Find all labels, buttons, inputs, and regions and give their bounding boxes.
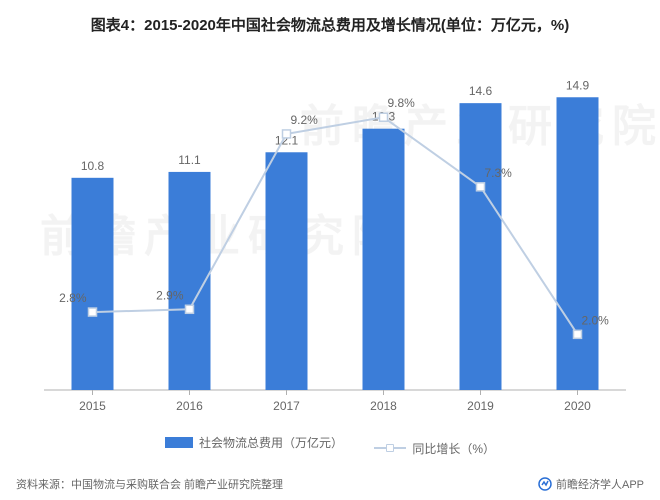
bar [557, 97, 599, 390]
bar [72, 178, 114, 390]
line-marker [477, 183, 485, 191]
source-text: 资料来源：中国物流与采购联合会 前瞻产业研究院整理 [16, 476, 283, 492]
bar [266, 152, 308, 390]
bar-label: 14.6 [469, 84, 493, 98]
chart-container: 图表4：2015-2020年中国社会物流总费用及增长情况(单位：万亿元，%) 前… [0, 0, 660, 500]
line-label: 2.9% [156, 288, 184, 302]
line-marker [574, 330, 582, 338]
x-label: 2020 [564, 399, 591, 413]
bar-label: 11.1 [178, 153, 201, 167]
legend-item-bars: 社会物流总费用（万亿元） [165, 434, 343, 451]
line-label: 7.3% [485, 166, 513, 180]
attribution-icon [538, 477, 552, 491]
chart-title: 图表4：2015-2020年中国社会物流总费用及增长情况(单位：万亿元，%) [0, 14, 660, 35]
legend: 社会物流总费用（万亿元） 同比增长（%） [0, 434, 660, 457]
chart-svg: 20152016201720182019202010.811.112.113.3… [44, 56, 626, 420]
line-label: 9.8% [388, 96, 416, 110]
attribution-text: 前瞻经济学人APP [556, 476, 644, 492]
x-label: 2015 [79, 399, 106, 413]
bar [460, 103, 502, 390]
legend-line-label: 同比增长（%） [412, 440, 495, 457]
legend-line-marker [386, 444, 394, 452]
line-marker [380, 113, 388, 121]
bar [363, 129, 405, 390]
legend-item-line: 同比增长（%） [374, 440, 495, 457]
x-label: 2017 [273, 399, 300, 413]
plot-area: 20152016201720182019202010.811.112.113.3… [44, 56, 626, 420]
bar-label: 14.9 [566, 78, 590, 92]
attribution: 前瞻经济学人APP [538, 476, 644, 492]
line-label: 2.0% [582, 313, 610, 327]
line-label: 2.8% [59, 291, 87, 305]
footer: 资料来源：中国物流与采购联合会 前瞻产业研究院整理 前瞻经济学人APP [16, 476, 644, 492]
line-label: 9.2% [291, 113, 319, 127]
legend-bar-swatch [165, 437, 193, 448]
line-marker [283, 130, 291, 138]
x-label: 2016 [176, 399, 203, 413]
bar-label: 10.8 [81, 159, 105, 173]
x-label: 2018 [370, 399, 397, 413]
line-marker [186, 305, 194, 313]
line-marker [89, 308, 97, 316]
x-label: 2019 [467, 399, 494, 413]
legend-bar-label: 社会物流总费用（万亿元） [199, 434, 343, 451]
